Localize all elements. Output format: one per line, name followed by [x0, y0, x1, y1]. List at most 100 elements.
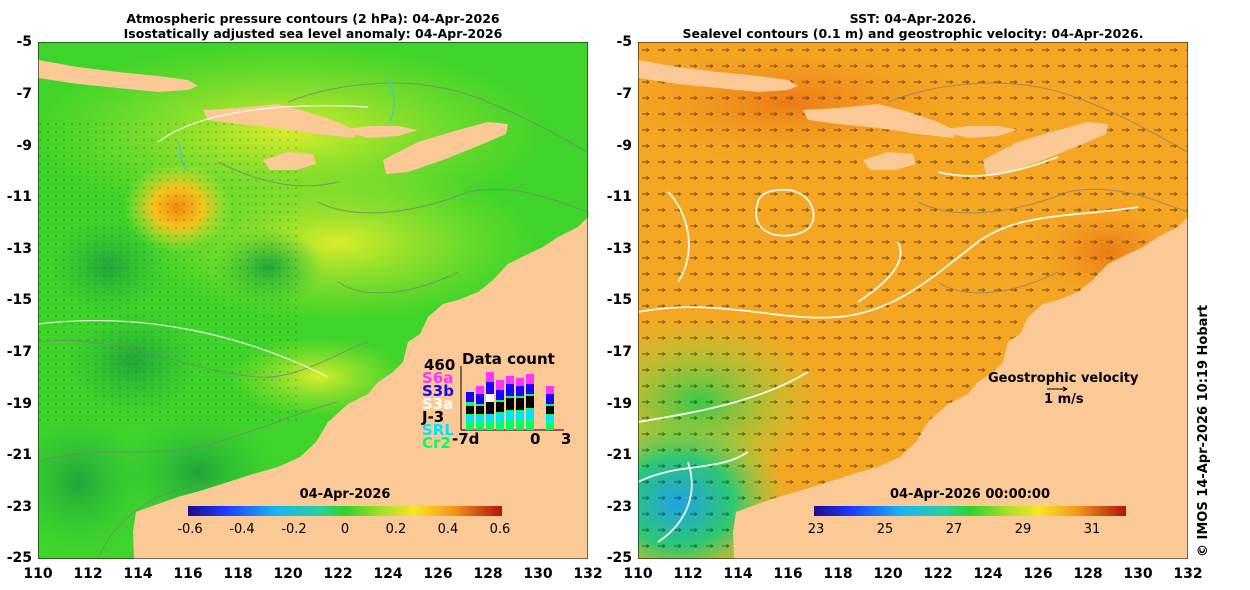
right-cbar-tick: 25 — [876, 522, 894, 537]
left-xtick: 130 — [523, 566, 553, 582]
velocity-legend-arrow — [1047, 386, 1068, 392]
mission-s6a: S6a — [422, 369, 454, 387]
left-colorbar-label: 04-Apr-2026 — [299, 487, 391, 502]
right-cbar-tick: 23 — [807, 522, 825, 537]
left-xtick: 124 — [373, 566, 403, 582]
right-cbar-tick: 27 — [945, 522, 963, 537]
australia-landmass — [133, 217, 588, 559]
left-xtick: 132 — [573, 566, 603, 582]
australia-landmass — [733, 217, 1188, 559]
bar-day — [496, 380, 504, 430]
right-xtick: 126 — [1023, 566, 1053, 582]
data-count-xlabel-start: -7d — [452, 430, 480, 448]
left-ytick: -17 — [6, 344, 32, 360]
left-xtick: 112 — [73, 566, 103, 582]
left-cbar-tick: 0 — [340, 522, 350, 537]
left-ytick: -15 — [6, 292, 32, 308]
right-xtick: 112 — [673, 566, 703, 582]
right-cbar-tick: 31 — [1083, 522, 1101, 537]
right-ytick: -11 — [606, 189, 632, 205]
right-ytick: -15 — [606, 292, 632, 308]
bar-day — [466, 392, 474, 430]
right-xtick: 110 — [623, 566, 653, 582]
right-ytick: -5 — [616, 34, 632, 50]
java-island — [638, 60, 798, 92]
mission-s3b: S3b — [422, 382, 454, 400]
copyright-notice: © IMOS 14-Apr-2026 10:19 Hobart — [1196, 304, 1211, 557]
left-xtick: 122 — [323, 566, 353, 582]
right-title-line2: Sealevel contours (0.1 m) and geostrophi… — [682, 26, 1144, 41]
right-colorbar — [814, 506, 1126, 516]
mission-srl: SRL — [422, 421, 454, 439]
left-ytick: -19 — [6, 396, 32, 412]
bar-day — [526, 374, 534, 430]
pressure-contours — [38, 105, 369, 378]
left-xtick: 116 — [173, 566, 203, 582]
right-title-line1: SST: 04-Apr-2026. — [849, 11, 977, 26]
right-xtick: 132 — [1173, 566, 1203, 582]
flores-island — [938, 126, 1018, 138]
velocity-legend-label: Geostrophic velocity — [988, 371, 1139, 386]
right-map-title: SST: 04-Apr-2026. Sealevel contours (0.1… — [638, 11, 1188, 41]
bar-day — [516, 378, 524, 430]
right-ytick: -9 — [616, 138, 632, 154]
left-xtick: 118 — [223, 566, 253, 582]
right-ytick: -7 — [616, 86, 632, 102]
right-ytick: -25 — [606, 550, 632, 566]
left-ytick: -11 — [6, 189, 32, 205]
left-title-line1: Atmospheric pressure contours (2 hPa): 0… — [126, 11, 500, 26]
left-cbar-tick: -0.4 — [229, 522, 255, 537]
left-title-line2: Isostatically adjusted sea level anomaly… — [123, 26, 503, 41]
right-xtick: 116 — [773, 566, 803, 582]
left-cbar-tick: 0.4 — [437, 522, 459, 537]
data-count-bars — [460, 366, 564, 431]
right-xtick: 120 — [873, 566, 903, 582]
left-colorbar — [188, 506, 502, 516]
right-ytick: -19 — [606, 396, 632, 412]
left-ytick: -13 — [6, 241, 32, 257]
left-map-title: Atmospheric pressure contours (2 hPa): 0… — [38, 11, 588, 41]
bar-day — [486, 372, 494, 430]
left-xtick: 128 — [473, 566, 503, 582]
left-cbar-tick: 0.2 — [385, 522, 407, 537]
right-xtick: 130 — [1123, 566, 1153, 582]
bathymetry-contours — [887, 82, 1188, 294]
timor-island — [983, 122, 1108, 174]
bali-lombok-island — [803, 104, 958, 138]
right-ytick: -23 — [606, 499, 632, 515]
bali-lombok-island — [203, 104, 358, 138]
right-ytick: -17 — [606, 344, 632, 360]
mission-s3a: S3a — [422, 395, 454, 413]
velocity-legend-speed: 1 m/s — [1044, 392, 1084, 407]
right-xtick: 128 — [1073, 566, 1103, 582]
right-xtick: 124 — [973, 566, 1003, 582]
right-map-plot — [638, 42, 1188, 559]
left-cbar-tick: -0.2 — [281, 522, 307, 537]
right-xtick: 118 — [823, 566, 853, 582]
data-count-title: Data count — [462, 350, 555, 368]
left-map-plot — [38, 42, 588, 559]
sumba-island — [263, 152, 316, 170]
data-count-xlabel-end: 3 — [561, 430, 572, 448]
bathymetry-contours — [38, 82, 588, 559]
left-xtick: 126 — [423, 566, 453, 582]
mission-j3: J-3 — [422, 408, 445, 426]
sumba-island — [863, 152, 916, 170]
left-xtick: 114 — [123, 566, 153, 582]
sealevel-contours — [638, 156, 1139, 543]
left-ytick: -25 — [6, 550, 32, 566]
left-ytick: -23 — [6, 499, 32, 515]
right-xtick: 122 — [923, 566, 953, 582]
bar-day — [506, 376, 514, 430]
flores-island — [338, 126, 418, 138]
left-ytick: -5 — [16, 34, 32, 50]
data-count-max: 460 — [424, 356, 456, 374]
left-cbar-tick: 0.6 — [489, 522, 511, 537]
timor-island — [383, 122, 508, 174]
right-ytick: -21 — [606, 447, 632, 463]
left-xtick: 120 — [273, 566, 303, 582]
left-ytick: -21 — [6, 447, 32, 463]
left-ytick: -9 — [16, 138, 32, 154]
left-ytick: -7 — [16, 86, 32, 102]
data-count-xlabel-zero: 0 — [530, 430, 541, 448]
